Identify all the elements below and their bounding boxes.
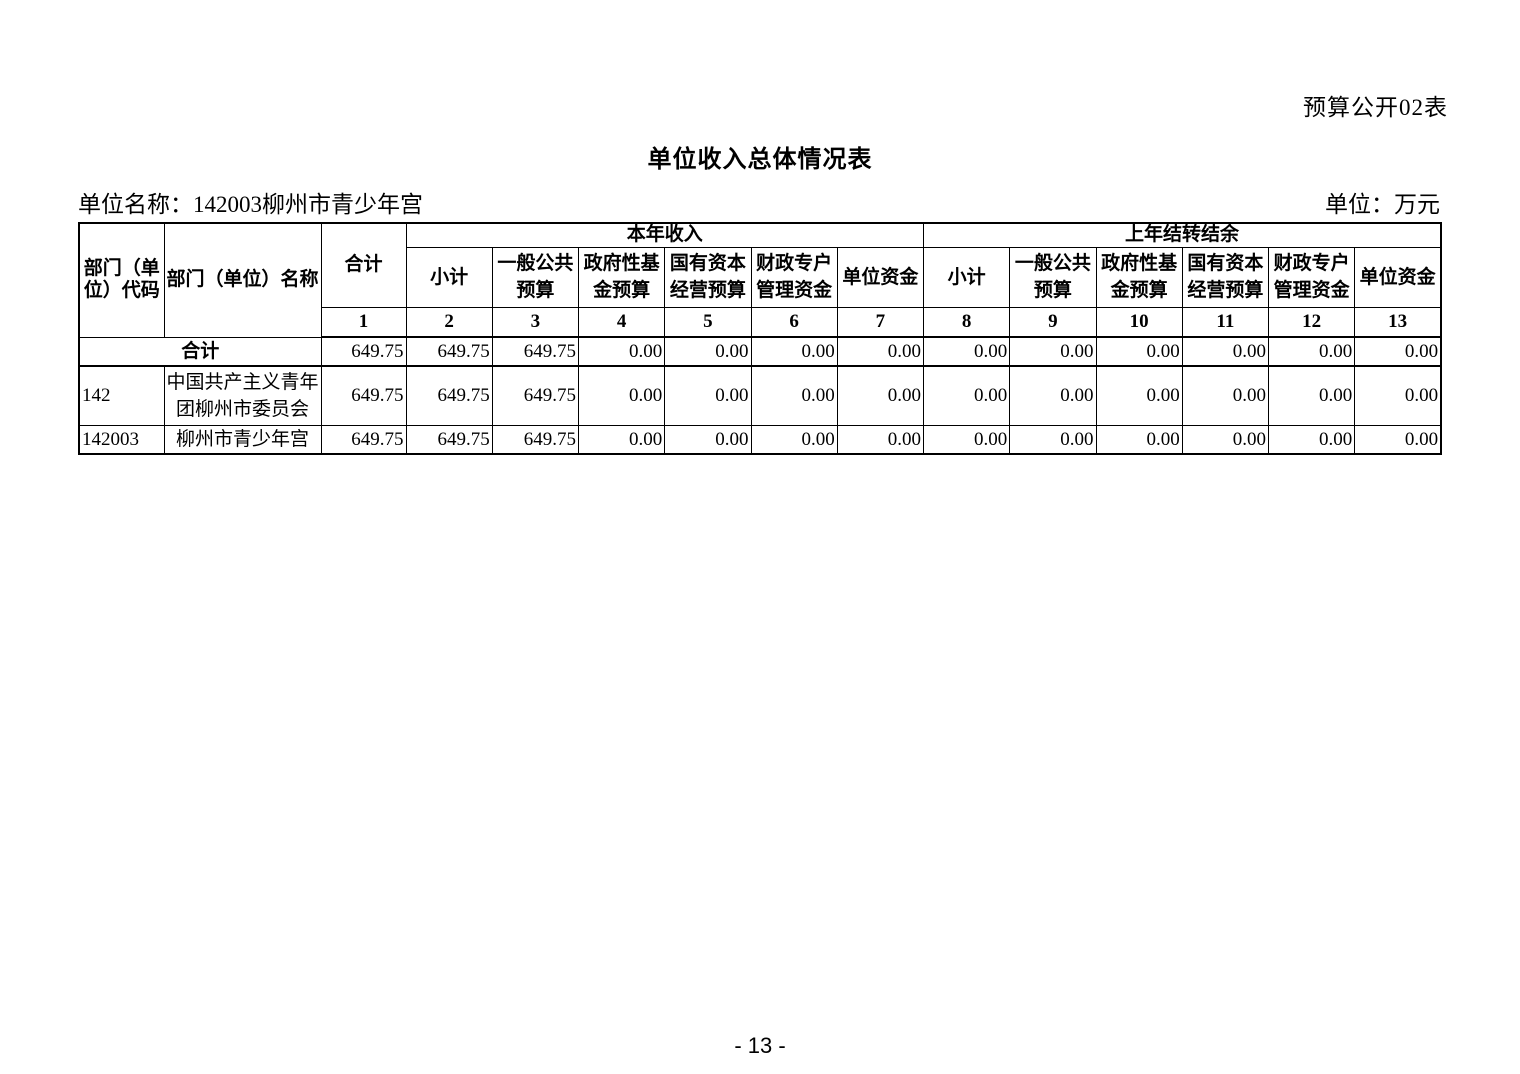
unit-name-label: 单位名称：142003柳州市青少年宫 [78,192,423,217]
colnum-5: 5 [664,306,752,338]
grand-total-label: 合计 [78,336,322,367]
table-row-dept-142003: 142003 柳州市青少年宫 649.75 649.75 649.75 0.00… [78,424,1442,454]
header-cy-subtotal: 小计 [405,246,493,308]
doc-form-label: 预算公开02表 [1303,95,1448,120]
value-cell: 0.00 [750,424,838,454]
value-cell: 649.75 [491,336,580,367]
header-group-current-year: 本年收入 [405,222,925,248]
value-cell: 0.00 [750,336,838,367]
value-cell: 0.00 [836,365,925,426]
header-cy-state-capital-budget: 国有资本经营预算 [664,246,752,308]
value-cell: 0.00 [1268,424,1356,454]
income-summary-table: 部门（单位）代码 部门（单位）名称 合计 本年收入 上年结转结余 小计 一般公共… [78,222,1443,455]
value-cell: 0.00 [836,424,925,454]
colnum-11: 11 [1181,306,1270,338]
value-cell: 0.00 [1095,365,1183,426]
colnum-10: 10 [1095,306,1183,338]
header-cy-fiscal-account-funds: 财政专户管理资金 [750,246,838,308]
value-cell: 649.75 [405,336,493,367]
colnum-4: 4 [577,306,666,338]
header-total: 合计 [320,222,407,308]
value-cell: 649.75 [491,424,580,454]
value-cell: 0.00 [1181,336,1270,367]
header-cy-unit-funds: 单位资金 [836,246,925,308]
colnum-8: 8 [923,306,1011,338]
colnum-13: 13 [1354,306,1442,338]
header-pc-general-public-budget: 一般公共预算 [1009,246,1097,308]
value-cell: 0.00 [1095,336,1183,367]
value-cell: 649.75 [491,365,580,426]
value-cell: 649.75 [320,336,407,367]
value-cell: 0.00 [1009,424,1097,454]
colnum-12: 12 [1268,306,1356,338]
value-cell: 0.00 [923,336,1011,367]
value-cell: 0.00 [1009,365,1097,426]
dept-name-cell: 柳州市青少年宫 [163,424,322,454]
value-cell: 0.00 [1354,336,1442,367]
value-cell: 0.00 [1009,336,1097,367]
header-sub-row: 小计 一般公共预算 政府性基金预算 国有资本经营预算 财政专户管理资金 单位资金… [79,246,1442,308]
value-cell: 0.00 [1095,424,1183,454]
value-cell: 0.00 [1354,365,1442,426]
value-cell: 0.00 [923,365,1011,426]
colnum-7: 7 [836,306,925,338]
header-colnum-row: 1 2 3 4 5 6 7 8 9 10 11 12 13 [79,306,1442,338]
value-cell: 0.00 [1268,365,1356,426]
unit-measure-label: 单位：万元 [1325,192,1440,217]
value-cell: 649.75 [320,365,407,426]
colnum-9: 9 [1009,306,1097,338]
header-cy-govt-fund-budget: 政府性基金预算 [577,246,666,308]
value-cell: 649.75 [405,365,493,426]
value-cell: 649.75 [320,424,407,454]
page-number: - 13 - [734,1033,786,1058]
value-cell: 0.00 [1354,424,1442,454]
value-cell: 0.00 [1181,424,1270,454]
colnum-3: 3 [491,306,580,338]
header-pc-state-capital-budget: 国有资本经营预算 [1181,246,1270,308]
table-row-grand-total: 合计 649.75 649.75 649.75 0.00 0.00 0.00 0… [78,336,1442,367]
value-cell: 0.00 [577,424,666,454]
value-cell: 0.00 [923,424,1011,454]
header-dept-code: 部门（单位）代码 [78,222,165,338]
colnum-1: 1 [320,306,407,338]
dept-code-cell: 142 [78,365,165,426]
value-cell: 0.00 [577,336,666,367]
header-dept-name: 部门（单位）名称 [163,222,322,338]
header-pc-govt-fund-budget: 政府性基金预算 [1095,246,1183,308]
value-cell: 0.00 [750,365,838,426]
dept-code-cell: 142003 [78,424,165,454]
colnum-2: 2 [405,306,493,338]
table-row-dept-142: 142 中国共产主义青年团柳州市委员会 649.75 649.75 649.75… [78,365,1442,426]
header-group-row: 部门（单位）代码 部门（单位）名称 合计 本年收入 上年结转结余 [78,222,1442,338]
value-cell: 0.00 [1181,365,1270,426]
page-title: 单位收入总体情况表 [647,147,873,173]
header-group-prev-carryover: 上年结转结余 [923,222,1442,248]
header-pc-subtotal: 小计 [923,246,1011,308]
value-cell: 0.00 [577,365,666,426]
colnum-6: 6 [750,306,838,338]
header-cy-general-public-budget: 一般公共预算 [491,246,580,308]
value-cell: 0.00 [836,336,925,367]
value-cell: 0.00 [664,336,752,367]
dept-name-cell: 中国共产主义青年团柳州市委员会 [163,365,322,426]
value-cell: 0.00 [1268,336,1356,367]
value-cell: 0.00 [664,365,752,426]
header-pc-fiscal-account-funds: 财政专户管理资金 [1268,246,1356,308]
value-cell: 0.00 [664,424,752,454]
value-cell: 649.75 [405,424,493,454]
table-meta-row: 单位名称：142003柳州市青少年宫 单位：万元 [78,185,1440,219]
header-pc-unit-funds: 单位资金 [1354,246,1442,308]
